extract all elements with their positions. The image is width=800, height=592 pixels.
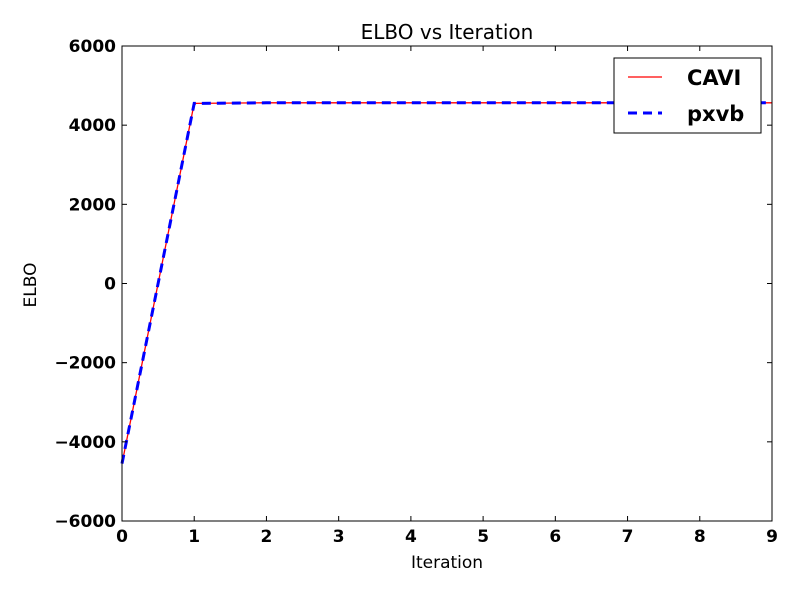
y-tick-label: 2000 xyxy=(69,195,116,215)
x-tick-label: 4 xyxy=(405,527,417,547)
y-tick-label: −2000 xyxy=(54,354,116,374)
y-tick-label: −6000 xyxy=(54,512,116,532)
ticks-layer: 0 1 2 3 4 5 6 7 8 9 6000 4000 2000 0 −2000 −4000 −6000 xyxy=(54,37,777,547)
x-axis-label: Iteration xyxy=(411,553,483,573)
chart-title: ELBO vs Iteration xyxy=(361,20,534,44)
y-tick-label: −4000 xyxy=(54,433,116,453)
legend-label-cavi: CAVI xyxy=(687,66,741,90)
series-line-cavi xyxy=(121,102,772,464)
x-tick-label: 1 xyxy=(188,527,200,547)
x-tick-label: 6 xyxy=(549,527,561,547)
x-tick-label: 0 xyxy=(116,527,128,547)
series-layer xyxy=(120,101,772,464)
x-tick-label: 2 xyxy=(261,527,273,547)
x-tick-label: 7 xyxy=(622,527,634,547)
y-tick-label: 0 xyxy=(104,275,116,295)
series-line-pxvb xyxy=(120,101,772,464)
x-tick-label: 8 xyxy=(694,527,706,547)
x-tick-label: 3 xyxy=(333,527,345,547)
legend: CAVI pxvb xyxy=(613,57,762,134)
x-tick-label: 9 xyxy=(766,527,778,547)
x-tick-label: 5 xyxy=(477,527,489,547)
legend-box xyxy=(613,57,762,134)
y-tick-label: 4000 xyxy=(69,116,116,136)
legend-label-pxvb: pxvb xyxy=(687,102,744,126)
y-axis-label: ELBO xyxy=(21,263,41,308)
y-tick-label: 6000 xyxy=(69,37,116,57)
